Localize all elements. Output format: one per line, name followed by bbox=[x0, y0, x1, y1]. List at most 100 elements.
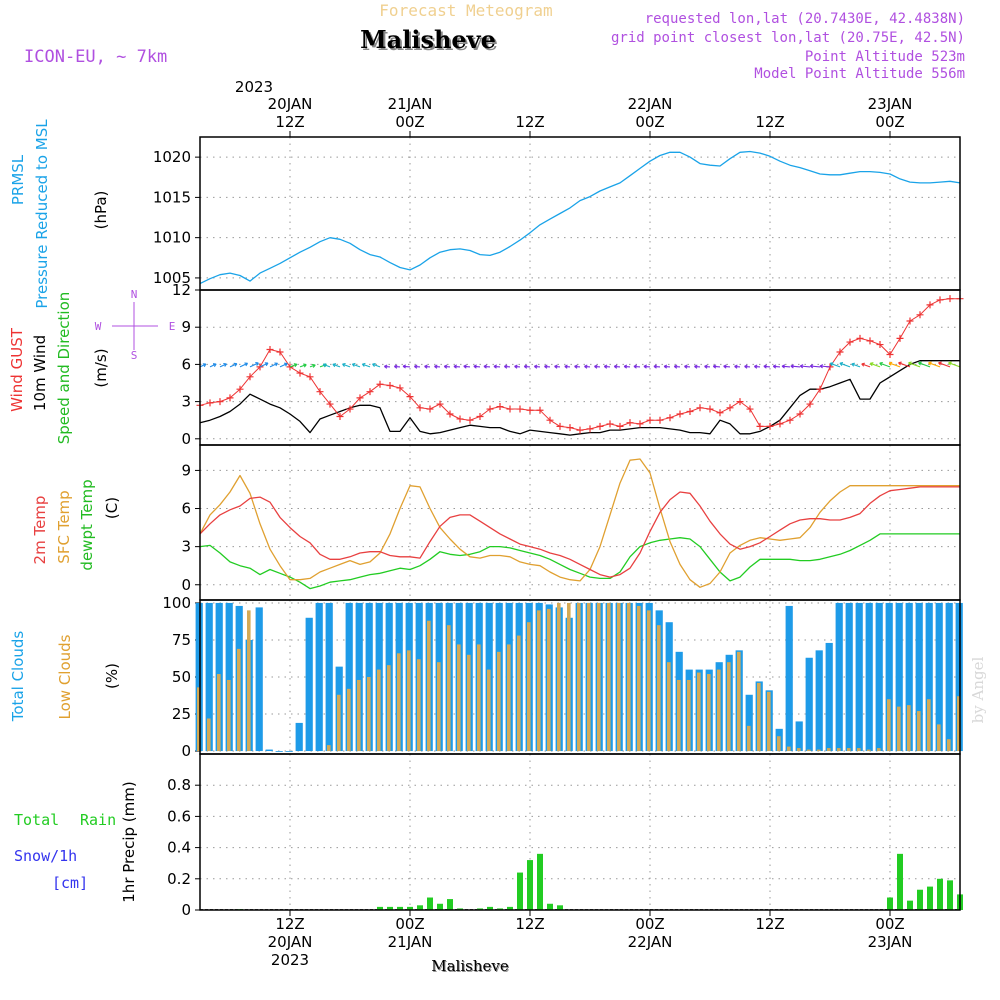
total-clouds-bar bbox=[805, 657, 813, 752]
bottom-time-label: 00Z bbox=[635, 915, 664, 933]
wind-direction-arrow bbox=[351, 362, 361, 368]
low-clouds-bar bbox=[657, 625, 661, 752]
gust-point-marker bbox=[706, 405, 714, 413]
wind-direction-arrow bbox=[269, 362, 279, 368]
wind-direction-arrow bbox=[443, 364, 451, 369]
gust-point-marker bbox=[326, 400, 334, 408]
gust-point-marker bbox=[846, 338, 854, 346]
temp-ytick-label: 3 bbox=[181, 538, 191, 556]
rain-bar bbox=[887, 897, 893, 910]
wind-direction-arrow bbox=[898, 361, 911, 368]
wind-direction-arrow bbox=[383, 364, 391, 369]
wind-direction-arrow bbox=[908, 361, 921, 368]
precip-ytick-label: 0.6 bbox=[167, 807, 191, 825]
wind-direction-arrow bbox=[918, 361, 931, 368]
pressure-label-2: Pressure Reduced to MSL bbox=[33, 119, 51, 309]
wind-direction-arrow bbox=[322, 363, 331, 368]
wind-direction-arrow bbox=[199, 363, 207, 368]
low-clouds-bar bbox=[407, 650, 411, 752]
wind-direction-arrow bbox=[533, 364, 541, 369]
wind-direction-arrow bbox=[839, 362, 851, 368]
gust-point-marker bbox=[936, 296, 944, 304]
wind-direction-arrow bbox=[928, 361, 941, 368]
rain-bar bbox=[937, 878, 943, 910]
gust-point-marker bbox=[586, 425, 594, 433]
wind-direction-arrow bbox=[402, 364, 411, 369]
gust-point-marker bbox=[396, 384, 404, 392]
wind-panel-frame bbox=[199, 289, 961, 446]
low-clouds-bar bbox=[457, 644, 461, 752]
total-clouds-bar bbox=[795, 721, 803, 752]
top-time-label: 12Z bbox=[755, 113, 784, 131]
bottom-time-label: 00Z bbox=[395, 915, 424, 933]
gust-point-marker bbox=[616, 422, 624, 430]
low-clouds-bar bbox=[597, 602, 601, 752]
gust-point-marker bbox=[756, 422, 764, 430]
gust-point-marker bbox=[546, 416, 554, 424]
low-clouds-bar bbox=[827, 748, 831, 752]
bottom-time-label: 23JAN bbox=[868, 933, 913, 951]
rain-bar bbox=[457, 908, 463, 910]
wind-ytick-label: 0 bbox=[181, 430, 191, 448]
gust-point-marker bbox=[526, 406, 534, 414]
wind-direction-arrow bbox=[704, 364, 711, 369]
gust-point-marker bbox=[366, 388, 374, 396]
requested-location: requested lon,lat (20.7430E, 42.4838N) bbox=[645, 11, 965, 27]
wind-direction-arrow bbox=[684, 364, 691, 369]
rain-bar bbox=[397, 906, 403, 910]
rain-bar bbox=[447, 899, 453, 910]
rain-bar bbox=[417, 905, 423, 910]
total-clouds-bar bbox=[895, 602, 903, 752]
gust-point-marker bbox=[486, 405, 494, 413]
low-clouds-bar bbox=[517, 635, 521, 752]
gust-point-marker bbox=[796, 410, 804, 418]
wind-direction-arrow bbox=[259, 362, 269, 368]
low-clouds-bar bbox=[637, 605, 641, 752]
gust-point-marker bbox=[836, 348, 844, 356]
low-clouds-bar bbox=[347, 688, 351, 752]
pressure-ytick-label: 1015 bbox=[153, 188, 191, 206]
total-clouds-bar bbox=[915, 602, 923, 752]
low-clouds-bar bbox=[717, 669, 721, 752]
top-time-label: 00Z bbox=[635, 113, 664, 131]
wind-direction-arrow bbox=[554, 364, 561, 369]
rain-bar bbox=[907, 900, 913, 910]
low-clouds-bar bbox=[547, 608, 551, 752]
low-clouds-bar bbox=[617, 602, 621, 752]
rain-bar bbox=[527, 860, 533, 910]
gust-point-marker bbox=[896, 334, 904, 342]
clouds-unit: (%) bbox=[103, 663, 121, 689]
gust-point-marker bbox=[386, 381, 394, 389]
precip-ytick-label: 0.2 bbox=[167, 870, 191, 888]
wind-direction-arrow bbox=[503, 364, 511, 369]
low-clouds-bar bbox=[677, 679, 681, 752]
gust-point-marker bbox=[566, 424, 574, 432]
total-clouds-bar bbox=[275, 751, 283, 752]
wind-direction-arrow bbox=[888, 361, 901, 368]
bottom-time-label: 12Z bbox=[755, 915, 784, 933]
rain-bar bbox=[547, 903, 553, 910]
gust-point-marker bbox=[466, 416, 474, 424]
gust-point-marker bbox=[276, 348, 284, 356]
point-altitude: Point Altitude 523m bbox=[805, 49, 965, 65]
gust-point-marker bbox=[596, 422, 604, 430]
low-clouds-bar bbox=[847, 748, 851, 752]
wind-direction-arrow bbox=[869, 362, 881, 368]
total-clouds-bar bbox=[935, 602, 943, 752]
wind-direction-arrow bbox=[938, 361, 951, 368]
low-clouds-bar bbox=[467, 654, 471, 752]
total-clouds-bar bbox=[325, 602, 333, 752]
low-clouds-bar bbox=[887, 699, 891, 752]
low-clouds-bar bbox=[877, 748, 881, 752]
low-clouds-bar bbox=[447, 625, 451, 752]
wind-direction-arrow bbox=[361, 362, 371, 368]
low-clouds-bar bbox=[477, 644, 481, 752]
precip-ytick-label: 0.8 bbox=[167, 776, 191, 794]
gust-point-marker bbox=[816, 385, 824, 393]
total-clouds-bar bbox=[295, 722, 303, 752]
total-clouds-bar bbox=[885, 602, 893, 752]
footer-station: Malisheve bbox=[431, 957, 509, 975]
rain-bar bbox=[487, 906, 493, 910]
wind-direction-arrow bbox=[514, 364, 521, 369]
